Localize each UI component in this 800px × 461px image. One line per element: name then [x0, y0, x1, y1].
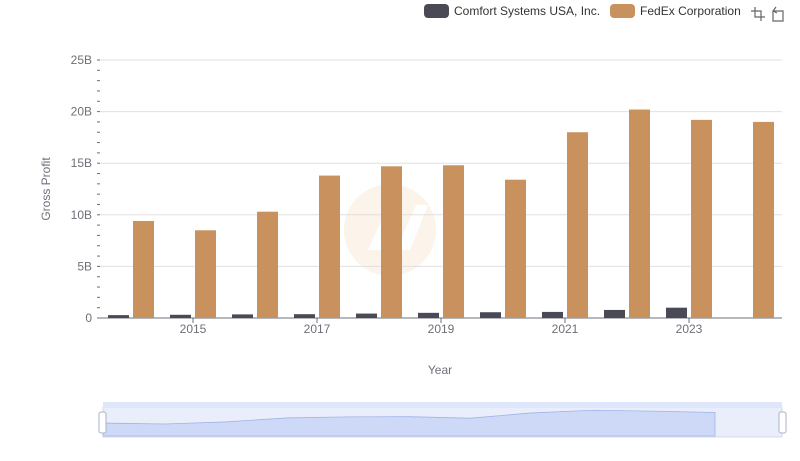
bar-comfort-systems-2020[interactable]	[480, 312, 501, 318]
y-tick-label: 15B	[71, 156, 92, 170]
y-tick-label: 5B	[77, 259, 92, 273]
bar-comfort-systems-2016[interactable]	[232, 314, 253, 318]
legend-swatch-fedex	[610, 4, 636, 18]
bar-fedex-2019[interactable]	[443, 165, 464, 318]
bar-comfort-systems-2018[interactable]	[356, 313, 377, 318]
y-axis-label: Gross Profit	[39, 157, 53, 221]
x-tick-label: 2019	[428, 322, 455, 336]
x-axis-label: Year	[428, 363, 452, 377]
bar-comfort-systems-2015[interactable]	[170, 314, 191, 318]
bar-comfort-systems-2022[interactable]	[604, 309, 625, 318]
bar-fedex-2015[interactable]	[195, 230, 216, 318]
bar-fedex-2014[interactable]	[133, 220, 154, 318]
data-zoom-slider[interactable]	[98, 402, 787, 438]
y-tick-label: 25B	[71, 53, 92, 67]
x-tick-label: 2023	[676, 322, 703, 336]
bar-comfort-systems-2014[interactable]	[108, 315, 129, 318]
y-tick-label: 20B	[71, 105, 92, 119]
bar-fedex-2024[interactable]	[753, 121, 774, 318]
zoom-handle-right[interactable]	[778, 411, 787, 434]
chart-toolbox	[746, 6, 786, 22]
x-tick-label: 2021	[552, 322, 579, 336]
zoom-slider-top-bar[interactable]	[103, 402, 782, 408]
bar-fedex-2020[interactable]	[505, 179, 526, 318]
legend-item-comfort-systems[interactable]: Comfort Systems USA, Inc.	[424, 4, 600, 18]
zoom-handle-left[interactable]	[98, 411, 107, 434]
y-tick-label: 10B	[71, 208, 92, 222]
restore-icon[interactable]	[770, 6, 786, 22]
y-tick-label: 0	[85, 311, 92, 325]
bar-comfort-systems-2021[interactable]	[542, 311, 563, 318]
legend-swatch-comfort-systems	[424, 4, 449, 18]
zoom-preview-area	[102, 409, 716, 437]
x-tick-label: 2015	[180, 322, 207, 336]
legend-item-fedex[interactable]: FedEx Corporation	[610, 4, 741, 18]
bar-fedex-2016[interactable]	[257, 211, 278, 318]
bar-fedex-2022[interactable]	[629, 109, 650, 318]
x-tick-label: 2017	[304, 322, 331, 336]
bar-fedex-2021[interactable]	[567, 132, 588, 318]
bar-comfort-systems-2023[interactable]	[666, 307, 687, 318]
bar-fedex-2023[interactable]	[691, 119, 712, 318]
legend-label-comfort-systems: Comfort Systems USA, Inc.	[454, 4, 601, 18]
bar-comfort-systems-2019[interactable]	[418, 312, 439, 318]
legend-label-fedex: FedEx Corporation	[640, 4, 741, 18]
bar-fedex-2017[interactable]	[319, 175, 340, 318]
chart-legend: Comfort Systems USA, Inc. FedEx Corporat…	[424, 4, 751, 18]
data-zoom-icon[interactable]	[750, 6, 766, 22]
bar-fedex-2018[interactable]	[381, 166, 402, 318]
bar-comfort-systems-2017[interactable]	[294, 314, 315, 318]
